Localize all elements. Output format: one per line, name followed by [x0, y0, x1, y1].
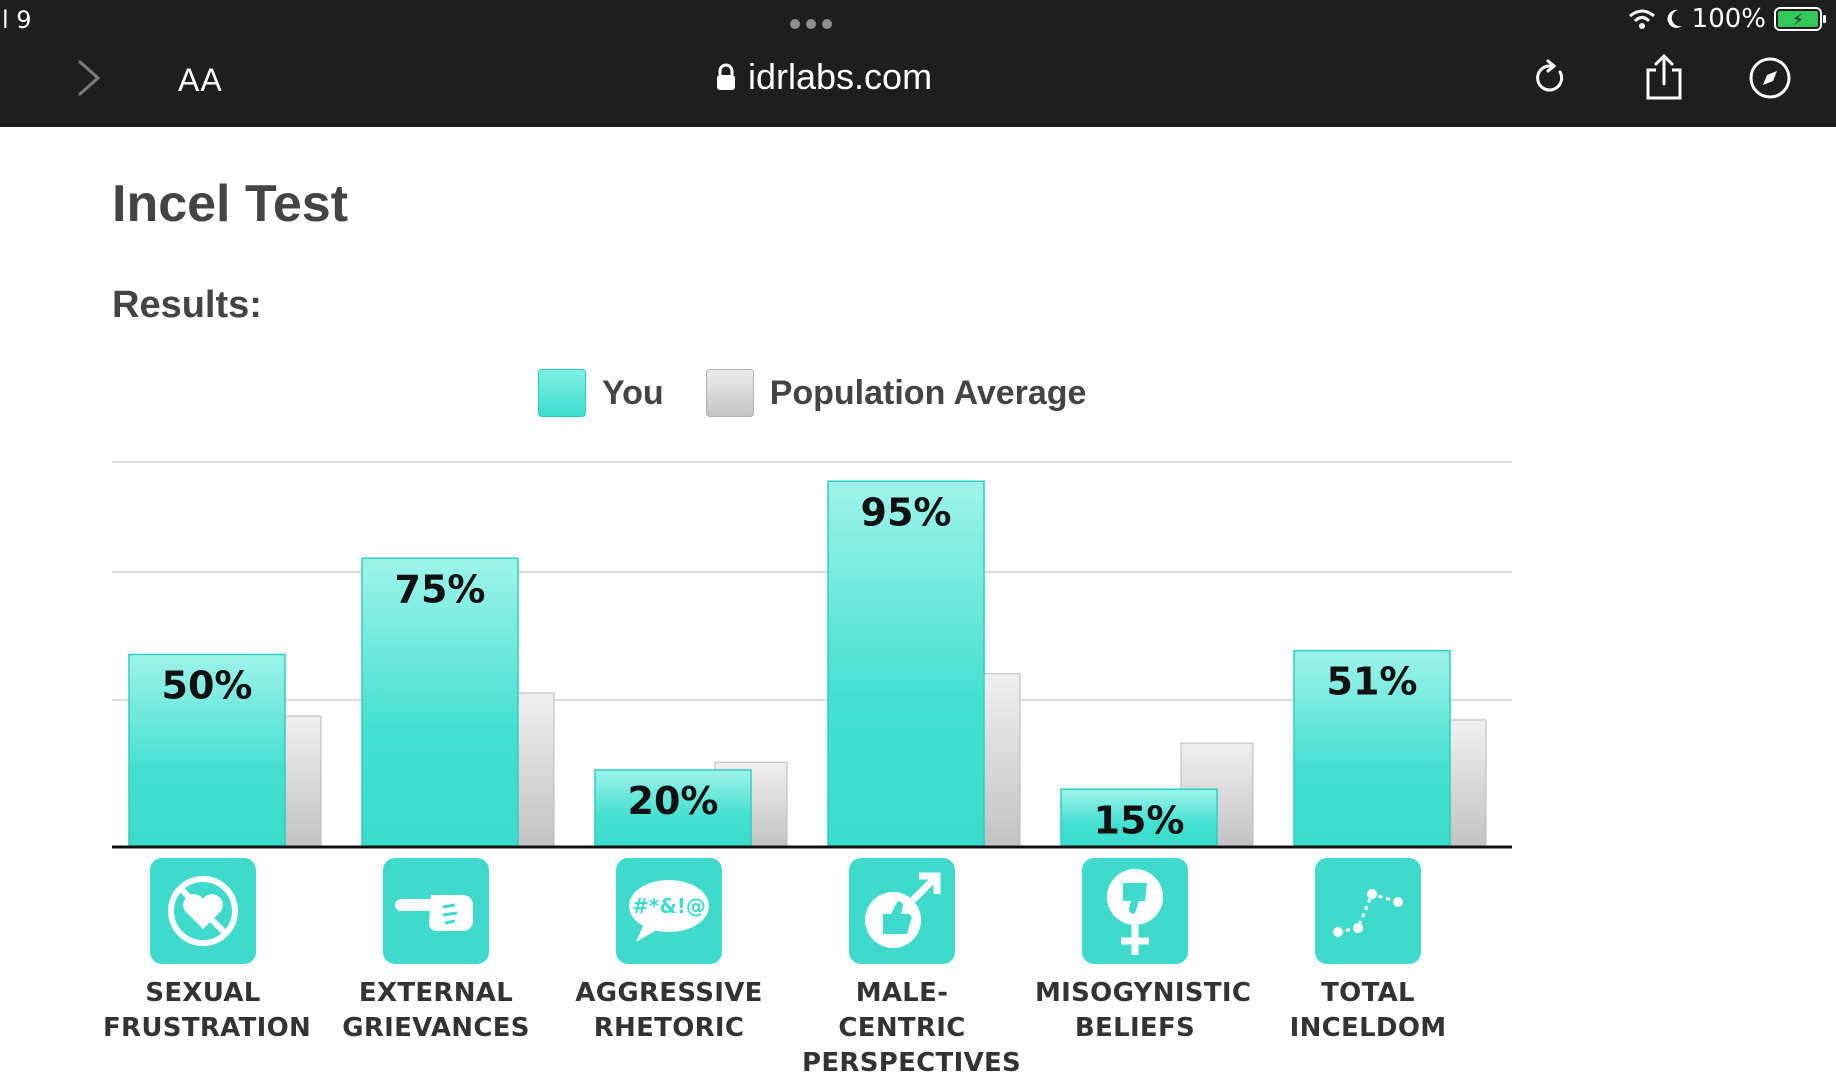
category-item: #*&!@ AGGRESSIVE RHETORIC [569, 858, 769, 1046]
legend-swatch-average [705, 369, 754, 417]
legend-label-you: You [602, 373, 664, 412]
category-label-line: RHETORIC [593, 1013, 745, 1043]
no-heart-icon [150, 858, 256, 964]
svg-text:#*&!@: #*&!@ [632, 894, 706, 918]
category-label-line: SEXUAL [145, 978, 261, 1008]
bar-you [128, 653, 286, 848]
share-icon[interactable] [1642, 52, 1686, 102]
category-label-line: AGGRESSIVE [575, 978, 763, 1008]
text-size-label: AA [178, 62, 223, 98]
bar-value-label: 20% [628, 779, 719, 823]
category-label: SEXUAL FRUSTRATION [103, 976, 312, 1046]
status-right: 100% ⚡ [1628, 4, 1826, 34]
bar-value-label: 75% [395, 567, 486, 611]
browser-toolbar: l 9 100% ⚡ AA idrlabs.com [0, 0, 1836, 127]
pointing-hand-icon [383, 858, 489, 964]
page-title: Incel Test [112, 175, 349, 233]
speech-bubble-icon: #*&!@ [616, 858, 722, 964]
bar-you [1293, 649, 1451, 848]
thumbs-up-male-icon [849, 858, 955, 964]
bar-you [1060, 788, 1218, 848]
results-heading: Results: [112, 284, 262, 326]
bar-value-label: 50% [162, 664, 253, 708]
url-text: idrlabs.com [748, 56, 933, 97]
category-label-line: GRIEVANCES [342, 1013, 530, 1043]
category-item: SEXUAL FRUSTRATION [103, 858, 312, 1046]
bar-value-label: 51% [1327, 660, 1418, 704]
category-label: AGGRESSIVE RHETORIC [569, 976, 769, 1046]
forward-icon[interactable] [76, 58, 102, 98]
reload-icon[interactable] [1530, 52, 1574, 102]
category-item: EXTERNAL GRIEVANCES [336, 858, 536, 1046]
legend-label-average: Population Average [769, 373, 1087, 412]
address-bar[interactable]: idrlabs.com [716, 56, 932, 98]
category-label-line: TOTAL [1321, 978, 1415, 1008]
category-label: MALE-CENTRIC PERSPECTIVES [802, 976, 1022, 1081]
thumbs-down-female-icon [1082, 858, 1188, 964]
lock-icon [717, 63, 735, 90]
status-carrier: l 9 [2, 6, 32, 34]
moon-icon [1667, 9, 1682, 28]
bar-you [361, 557, 519, 848]
category-label-line: EXTERNAL [358, 978, 514, 1008]
compass-icon[interactable] [1748, 52, 1792, 102]
wifi-icon [1628, 9, 1655, 29]
battery-percent: 100% [1691, 4, 1766, 34]
battery-icon: ⚡ [1774, 7, 1826, 31]
category-label: EXTERNAL GRIEVANCES [336, 976, 536, 1046]
category-label-line: INCELDOM [1289, 1013, 1447, 1043]
category-label-line: MISOGYNISTIC [1035, 978, 1252, 1008]
category-label-line: PERSPECTIVES [802, 1048, 1022, 1078]
category-label-line: BELIEFS [1074, 1013, 1196, 1043]
category-label: MISOGYNISTIC BELIEFS [1035, 976, 1252, 1046]
bar-value-label: 95% [861, 490, 952, 534]
text-size-button[interactable]: AA [178, 62, 223, 99]
category-label: TOTAL INCELDOM [1268, 976, 1468, 1046]
chart-svg: 50% 75% 20% 95% 15% 51% [112, 461, 1512, 849]
category-label-line: MALE-CENTRIC [838, 978, 966, 1043]
multitask-dots[interactable] [790, 19, 832, 29]
category-label-line: FRUSTRATION [103, 1013, 312, 1043]
bar-you [827, 480, 985, 848]
category-row: SEXUAL FRUSTRATION EXTERNAL GRIEVANCES #*&!@… [103, 858, 1512, 1078]
category-item: MISOGYNISTIC BELIEFS [1035, 858, 1252, 1046]
category-item: TOTAL INCELDOM [1268, 858, 1468, 1046]
category-item: MALE-CENTRIC PERSPECTIVES [802, 858, 1022, 1081]
legend-swatch-you [538, 369, 586, 417]
line-graph-icon [1315, 858, 1421, 964]
results-bar-chart: 50% 75% 20% 95% 15% 51% [112, 450, 1512, 850]
bar-value-label: 15% [1094, 798, 1185, 842]
chart-legend: You Population Average [538, 369, 1086, 417]
